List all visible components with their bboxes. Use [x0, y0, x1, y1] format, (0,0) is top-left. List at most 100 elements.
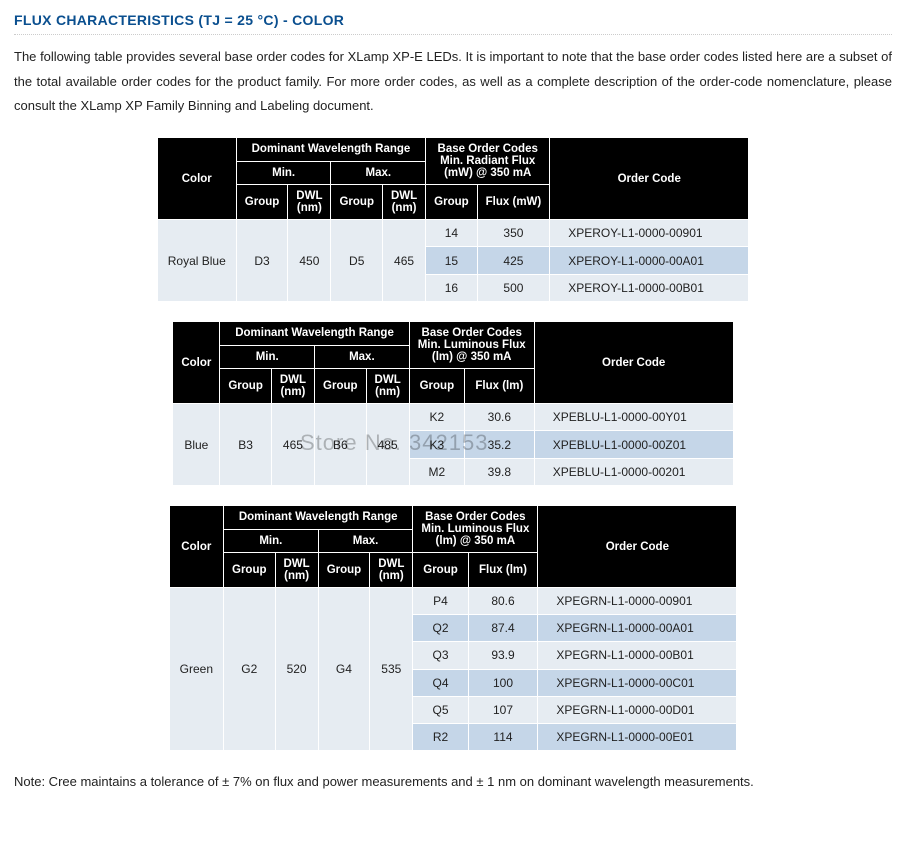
th-group: Group [409, 369, 464, 404]
th-max: Max. [318, 529, 413, 553]
flux-group-cell: Q2 [413, 615, 468, 642]
color-name-cell: Blue [173, 404, 220, 486]
order-code-cell: XPEROY-L1-0000-00A01 [550, 247, 749, 274]
order-code-cell: XPEGRN-L1-0000-00B01 [538, 642, 737, 669]
order-code-cell: XPEGRN-L1-0000-00A01 [538, 615, 737, 642]
flux-value-cell: 35.2 [464, 431, 534, 458]
flux-value-cell: 425 [477, 247, 550, 274]
max-group-cell: B6 [315, 404, 367, 486]
th-group: Group [318, 553, 370, 588]
th-color: Color [157, 138, 236, 220]
order-code-cell: XPEROY-L1-0000-00B01 [550, 274, 749, 301]
max-dwl-cell: 465 [382, 220, 425, 302]
flux-group-cell: Q3 [413, 642, 468, 669]
th-dwl: DWL(nm) [275, 553, 318, 588]
flux-value-cell: 350 [477, 220, 550, 247]
max-group-cell: G4 [318, 588, 370, 751]
flux-group-cell: K2 [409, 404, 464, 431]
th-flux-header: Base Order CodesMin. Luminous Flux(lm) @… [413, 506, 538, 553]
max-dwl-cell: 485 [366, 404, 409, 486]
th-group: Group [413, 553, 468, 588]
color-name-cell: Royal Blue [157, 220, 236, 302]
th-group: Group [220, 369, 272, 404]
th-flux-col: Flux (lm) [464, 369, 534, 404]
table-row: Blue B3 465 B6 485 K2 30.6 XPEBLU-L1-000… [173, 404, 733, 431]
th-flux-header: Base Order CodesMin. Radiant Flux(mW) @ … [426, 138, 550, 185]
flux-table: Color Dominant Wavelength Range Base Ord… [169, 505, 738, 751]
flux-group-cell: Q5 [413, 696, 468, 723]
flux-group-cell: 16 [426, 274, 478, 301]
table-wrap: Color Dominant Wavelength Range Base Ord… [14, 505, 892, 750]
th-order-code: Order Code [534, 322, 733, 404]
flux-value-cell: 93.9 [468, 642, 538, 669]
th-order-code: Order Code [550, 138, 749, 220]
footnote: Note: Cree maintains a tolerance of ± 7%… [14, 770, 892, 795]
flux-table: Color Dominant Wavelength Range Base Ord… [157, 137, 749, 302]
th-flux-col: Flux (lm) [468, 553, 538, 588]
flux-value-cell: 39.8 [464, 458, 534, 485]
th-dwl: DWL(nm) [382, 185, 425, 220]
max-group-cell: D5 [331, 220, 383, 302]
intro-paragraph: The following table provides several bas… [14, 45, 892, 119]
color-name-cell: Green [169, 588, 223, 751]
th-order-code: Order Code [538, 506, 737, 588]
flux-value-cell: 500 [477, 274, 550, 301]
flux-group-cell: 14 [426, 220, 478, 247]
flux-value-cell: 114 [468, 723, 538, 750]
th-group: Group [331, 185, 383, 220]
min-group-cell: B3 [220, 404, 272, 486]
th-max: Max. [331, 161, 426, 185]
th-flux-header: Base Order CodesMin. Luminous Flux(lm) @… [409, 322, 534, 369]
min-group-cell: G2 [224, 588, 276, 751]
table-row: Green G2 520 G4 535 P4 80.6 XPEGRN-L1-00… [169, 588, 737, 615]
order-code-cell: XPEBLU-L1-0000-00201 [534, 458, 733, 485]
order-code-cell: XPEGRN-L1-0000-00901 [538, 588, 737, 615]
th-min: Min. [224, 529, 319, 553]
th-color: Color [169, 506, 223, 588]
table-row: Royal Blue D3 450 D5 465 14 350 XPEROY-L… [157, 220, 748, 247]
th-color: Color [173, 322, 220, 404]
flux-group-cell: P4 [413, 588, 468, 615]
th-min: Min. [220, 345, 315, 369]
max-dwl-cell: 535 [370, 588, 413, 751]
flux-group-cell: 15 [426, 247, 478, 274]
flux-value-cell: 30.6 [464, 404, 534, 431]
table-wrap: Color Dominant Wavelength Range Base Ord… [14, 137, 892, 301]
flux-value-cell: 100 [468, 669, 538, 696]
flux-group-cell: Q4 [413, 669, 468, 696]
flux-group-cell: R2 [413, 723, 468, 750]
th-dwr: Dominant Wavelength Range [220, 322, 409, 346]
flux-value-cell: 87.4 [468, 615, 538, 642]
th-dwl: DWL(nm) [370, 553, 413, 588]
th-min: Min. [236, 161, 331, 185]
th-dwl: DWL(nm) [288, 185, 331, 220]
min-dwl-cell: 520 [275, 588, 318, 751]
flux-table: Color Dominant Wavelength Range Base Ord… [172, 321, 733, 486]
th-dwl: DWL(nm) [271, 369, 314, 404]
order-code-cell: XPEBLU-L1-0000-00Z01 [534, 431, 733, 458]
flux-value-cell: 107 [468, 696, 538, 723]
min-dwl-cell: 465 [271, 404, 314, 486]
th-group: Group [224, 553, 276, 588]
flux-value-cell: 80.6 [468, 588, 538, 615]
min-dwl-cell: 450 [288, 220, 331, 302]
section-title: FLUX CHARACTERISTICS (TJ = 25 °C) - COLO… [14, 12, 892, 35]
th-max: Max. [315, 345, 410, 369]
th-dwl: DWL(nm) [366, 369, 409, 404]
order-code-cell: XPEROY-L1-0000-00901 [550, 220, 749, 247]
table-wrap: Color Dominant Wavelength Range Base Ord… [14, 321, 892, 485]
order-code-cell: XPEGRN-L1-0000-00C01 [538, 669, 737, 696]
min-group-cell: D3 [236, 220, 288, 302]
order-code-cell: XPEGRN-L1-0000-00E01 [538, 723, 737, 750]
th-group: Group [426, 185, 478, 220]
th-group: Group [236, 185, 288, 220]
order-code-cell: XPEBLU-L1-0000-00Y01 [534, 404, 733, 431]
th-dwr: Dominant Wavelength Range [236, 138, 425, 162]
tables-container: Color Dominant Wavelength Range Base Ord… [14, 137, 892, 750]
order-code-cell: XPEGRN-L1-0000-00D01 [538, 696, 737, 723]
th-group: Group [315, 369, 367, 404]
th-flux-col: Flux (mW) [477, 185, 550, 220]
flux-group-cell: M2 [409, 458, 464, 485]
th-dwr: Dominant Wavelength Range [224, 506, 413, 530]
flux-group-cell: K3 [409, 431, 464, 458]
